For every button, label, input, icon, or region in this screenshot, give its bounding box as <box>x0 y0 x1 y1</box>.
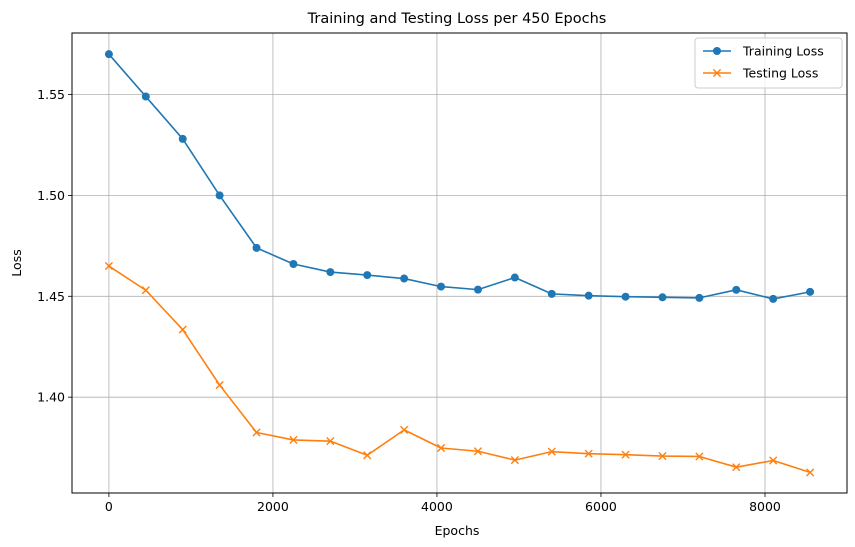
testing-loss-point <box>473 447 483 456</box>
testing-loss-point <box>732 463 741 472</box>
training-loss-point <box>252 243 261 252</box>
y-tick-label: 1.50 <box>37 188 65 203</box>
training-loss-point <box>473 285 482 294</box>
legend-marker-training-loss <box>713 47 721 55</box>
legend-box <box>694 37 843 89</box>
testing-loss-point <box>769 456 778 465</box>
testing-loss-point <box>806 468 815 477</box>
training-loss-point <box>769 294 778 303</box>
testing-loss-point <box>252 428 261 437</box>
plot-frame <box>71 32 848 494</box>
testing-loss-point <box>178 325 187 334</box>
x-tick-label: 2000 <box>257 499 289 514</box>
testing-loss-line <box>108 265 811 474</box>
training-loss-point <box>400 274 409 283</box>
series-layer <box>104 50 815 477</box>
testing-loss-point <box>104 261 113 271</box>
testing-loss-point <box>621 450 630 459</box>
training-loss-point <box>732 285 741 294</box>
ticks: 0 2000 4000 6000 8000 1.40 1.45 1.50 1.55 <box>37 87 781 514</box>
testing-loss-point <box>289 435 298 445</box>
training-loss-point <box>178 134 187 143</box>
training-loss-point <box>437 282 446 291</box>
testing-loss-point <box>547 447 556 456</box>
testing-loss-point <box>400 425 409 434</box>
training-loss-point <box>695 293 704 302</box>
testing-loss-point <box>584 449 593 458</box>
testing-loss-point <box>326 437 335 446</box>
training-loss-point <box>658 293 667 302</box>
training-loss-point <box>289 260 298 269</box>
legend: Training Loss Testing Loss <box>694 37 843 89</box>
x-tick-label: 6000 <box>585 499 617 514</box>
x-tick-label: 8000 <box>749 499 781 514</box>
training-loss-line <box>108 53 811 300</box>
testing-loss-point <box>695 452 704 461</box>
testing-loss-point <box>141 286 150 295</box>
x-axis-label: Epochs <box>435 523 480 538</box>
legend-marker-testing-loss <box>712 68 722 78</box>
grid <box>72 33 847 493</box>
legend-label-training-loss: Training Loss <box>742 44 824 59</box>
training-loss-point <box>510 273 519 282</box>
testing-loss-point <box>510 456 519 465</box>
training-loss-point <box>621 292 630 301</box>
testing-loss-point <box>436 443 446 453</box>
x-tick-label: 4000 <box>421 499 453 514</box>
training-loss-point <box>326 268 335 277</box>
x-tick-label: 0 <box>105 499 113 514</box>
testing-loss-point <box>658 451 667 461</box>
testing-loss-point <box>215 380 224 390</box>
training-loss-point <box>363 271 372 280</box>
testing-loss-point <box>363 451 372 460</box>
training-loss-point <box>547 289 556 298</box>
training-loss-point <box>104 50 113 59</box>
y-axis-label: Loss <box>9 249 24 276</box>
y-tick-label: 1.55 <box>37 87 65 102</box>
training-loss-point <box>215 191 224 200</box>
training-loss-point <box>584 291 593 300</box>
y-tick-label: 1.40 <box>37 390 65 405</box>
training-loss-point <box>141 92 150 101</box>
training-loss-point <box>806 287 815 296</box>
y-tick-label: 1.45 <box>37 289 65 304</box>
chart-title: Training and Testing Loss per 450 Epochs <box>307 11 607 27</box>
legend-label-testing-loss: Testing Loss <box>742 66 818 81</box>
